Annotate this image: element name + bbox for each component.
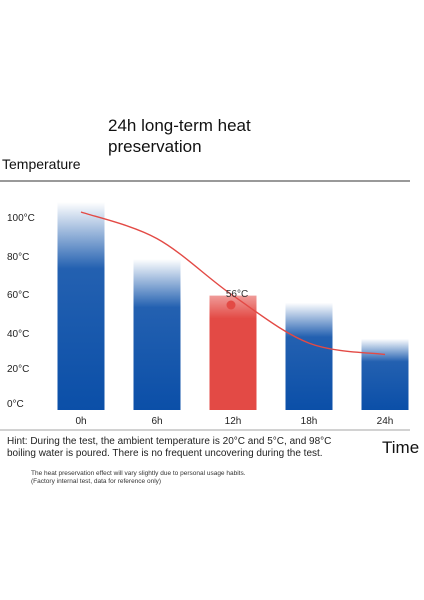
x-tick-label: 24h <box>377 416 394 427</box>
x-tick-label: 12h <box>225 416 242 427</box>
trend-line <box>80 211 386 356</box>
footnote: The heat preservation effect will vary s… <box>31 470 246 485</box>
highlight-point <box>226 300 236 310</box>
bar-18h <box>285 302 333 410</box>
x-tick-label: 6h <box>151 416 162 427</box>
y-axis-label: Temperature <box>2 156 81 172</box>
bar-24h <box>361 338 409 410</box>
x-tick-label: 0h <box>75 416 86 427</box>
y-tick-label: 0°C <box>7 399 24 410</box>
y-tick-label: 100°C <box>7 213 35 224</box>
bar-0h <box>57 202 105 410</box>
hint-text: Hint: During the test, the ambient tempe… <box>7 436 332 459</box>
x-axis-label: Time <box>382 438 420 457</box>
bar-6h <box>133 259 181 410</box>
y-tick-label: 60°C <box>7 290 29 301</box>
x-tick-label: 18h <box>301 416 318 427</box>
bar-12h <box>209 295 257 410</box>
highlight-label: 56°C <box>226 289 248 300</box>
y-tick-label: 40°C <box>7 329 29 340</box>
chart-title: 24h long-term heat preservation <box>108 116 251 156</box>
y-tick-label: 80°C <box>7 252 29 263</box>
y-tick-label: 20°C <box>7 364 29 375</box>
